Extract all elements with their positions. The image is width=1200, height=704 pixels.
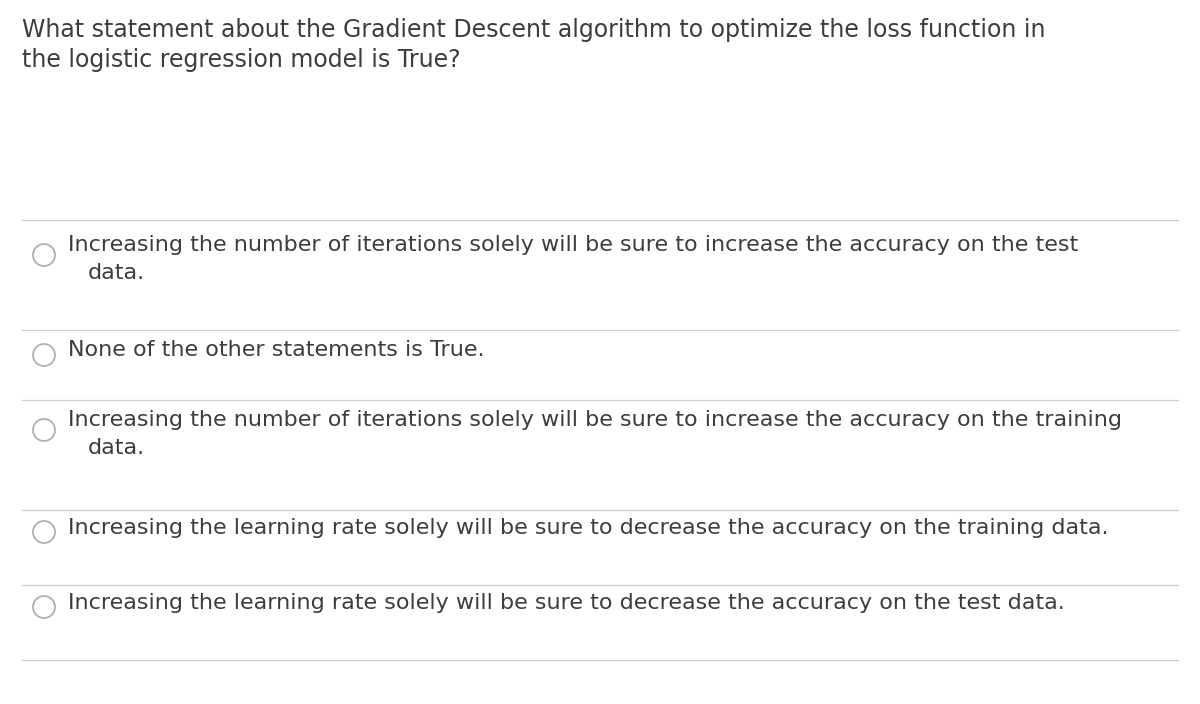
Text: None of the other statements is True.: None of the other statements is True. (68, 340, 485, 360)
Text: What statement about the Gradient Descent algorithm to optimize the loss functio: What statement about the Gradient Descen… (22, 18, 1045, 42)
Text: Increasing the number of iterations solely will be sure to increase the accuracy: Increasing the number of iterations sole… (68, 235, 1079, 255)
Text: data.: data. (88, 263, 145, 283)
Text: Increasing the number of iterations solely will be sure to increase the accuracy: Increasing the number of iterations sole… (68, 410, 1122, 430)
Text: data.: data. (88, 438, 145, 458)
Text: Increasing the learning rate solely will be sure to decrease the accuracy on the: Increasing the learning rate solely will… (68, 593, 1064, 613)
Text: Increasing the learning rate solely will be sure to decrease the accuracy on the: Increasing the learning rate solely will… (68, 518, 1109, 538)
Text: the logistic regression model is True?: the logistic regression model is True? (22, 48, 461, 72)
